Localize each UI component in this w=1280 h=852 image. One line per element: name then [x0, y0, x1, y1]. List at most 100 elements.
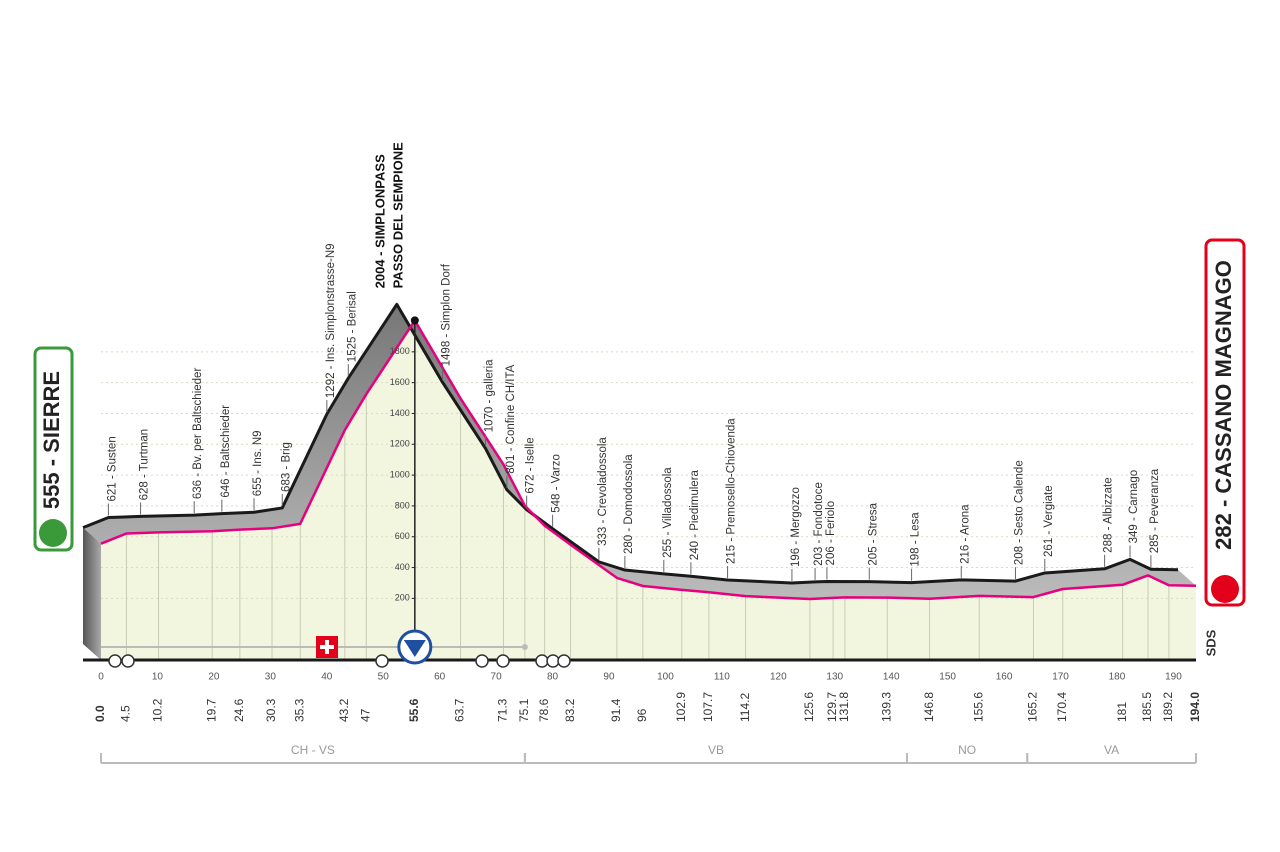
- km-label: 63.7: [453, 698, 467, 722]
- x-tick-label: 80: [547, 672, 559, 683]
- finish-badge: [1204, 238, 1246, 607]
- km-label: 181: [1115, 702, 1129, 722]
- x-tick-label: 180: [1109, 672, 1126, 683]
- km-label: 189.2: [1161, 692, 1175, 722]
- km-label: 43.2: [337, 698, 351, 722]
- waypoint-label: 205 - Stresa: [867, 502, 879, 565]
- summit-marker-arrow: [403, 640, 426, 657]
- finish-label: 282 - CASSANO MAGNAGO: [1211, 260, 1236, 550]
- y-tick-label: 1000: [390, 469, 410, 479]
- waypoint-label: 203 - Fondotoce: [813, 482, 825, 566]
- profile-wall: [83, 527, 101, 660]
- x-tick-label: 30: [265, 672, 277, 683]
- waypoint-label: 655 - Ins. N9: [252, 430, 264, 496]
- x-tick-label: 150: [939, 672, 956, 683]
- x-tick-label: 140: [883, 672, 900, 683]
- waypoint-label: 240 - Piedimulera: [689, 469, 701, 560]
- x-tick-label: 20: [208, 672, 220, 683]
- waypoint-label: 548 - Varzo: [551, 454, 563, 513]
- waypoint-label: 628 - Turtman: [139, 429, 151, 501]
- waypoint-label: 1498 - Simplon Dorf: [441, 263, 453, 366]
- km-label: 155.6: [971, 692, 985, 722]
- km-label: 0.0: [93, 705, 107, 722]
- km-label: 129.7: [825, 692, 839, 722]
- km-label: 71.3: [496, 698, 510, 722]
- waypoint-label: 349 - Carnago: [1128, 470, 1140, 544]
- km-label: 91.4: [609, 698, 623, 722]
- waypoint-label: 801 - Confine CH/ITA: [505, 364, 517, 473]
- region-label: VB: [708, 743, 724, 757]
- waypoint-label: 216 - Arona: [959, 504, 971, 564]
- x-tick-label: 100: [657, 672, 674, 683]
- km-label: 146.8: [922, 692, 936, 722]
- summit-dot: [410, 316, 419, 325]
- tunnel-icon: [375, 654, 389, 668]
- waypoint-label: 198 - Lesa: [910, 512, 922, 567]
- km-label: 4.5: [119, 705, 133, 722]
- km-label: 125.6: [802, 692, 816, 722]
- y-tick-label: 400: [395, 562, 410, 572]
- km-label: 10.2: [151, 698, 165, 722]
- start-label: 555 - SIERRE: [39, 371, 64, 509]
- y-tick-label: 800: [395, 500, 410, 510]
- waypoint-label: 206 - Feriolo: [825, 501, 837, 566]
- y-tick-label: 200: [395, 593, 410, 603]
- waypoint-label: 261 - Vergiate: [1043, 485, 1055, 557]
- waypoint-label: 683 - Brig: [280, 442, 292, 492]
- y-tick-label: 1400: [390, 408, 410, 418]
- waypoint-label: 255 - Villadossola: [662, 467, 674, 558]
- y-tick-label: 1200: [390, 439, 410, 449]
- x-tick-label: 60: [434, 672, 446, 683]
- region-label: NO: [958, 743, 976, 757]
- waypoint-label: 285 - Peveranza: [1149, 468, 1161, 553]
- swiss-cross: [320, 640, 334, 654]
- km-label: 19.7: [204, 698, 218, 722]
- region-label: VA: [1104, 743, 1119, 757]
- start-icon: [39, 519, 67, 547]
- tunnel-icon: [121, 654, 135, 668]
- plot: 0 10 20 30 40 50 60 70 80 90 100 110 120 130 140 150 160…: [82, 142, 1202, 764]
- ground-fill: [101, 320, 1196, 660]
- waypoint-label: 215 - Premosello-Chiovenda: [726, 418, 738, 564]
- km-label: 114.2: [738, 693, 752, 722]
- km-label: 185.5: [1140, 692, 1154, 722]
- x-tick-label: 120: [770, 672, 787, 683]
- x-tick-label: 0: [98, 672, 104, 683]
- km-label: 131.8: [837, 692, 851, 722]
- waypoint-label: 1292 - Ins. Simplonstrasse-N9: [325, 243, 337, 398]
- tunnel-icon: [557, 654, 571, 668]
- tunnel-icon: [546, 654, 560, 668]
- profile-line: [100, 319, 1197, 601]
- waypoint-label: 646 - Baltschieder: [220, 405, 232, 498]
- x-tick-label: 170: [1052, 672, 1069, 683]
- logo: SDS: [1203, 629, 1218, 656]
- waypoint-label: 196 - Mergozzo: [790, 487, 802, 567]
- waypoint-label: 333 - Crevoladossola: [597, 437, 609, 546]
- km-label: 24.6: [232, 698, 246, 722]
- y-tick-label: 1600: [390, 377, 410, 387]
- km-label: 83.2: [563, 698, 577, 722]
- finish-icon: [1211, 575, 1239, 603]
- km-label: 78.6: [537, 698, 551, 722]
- x-tick-label: 70: [491, 672, 503, 683]
- profile-band: [83, 304, 1196, 599]
- waypoint-label: 1070 - galleria: [483, 359, 495, 432]
- region-label: CH - VS: [291, 743, 335, 757]
- x-tick-label: 10: [152, 672, 164, 683]
- km-label: 102.9: [674, 692, 688, 722]
- x-tick-label: 90: [603, 672, 615, 683]
- x-tick-label: 40: [321, 672, 333, 683]
- tunnel-icon: [535, 654, 549, 668]
- km-label: 107.7: [701, 692, 715, 722]
- km-label: 165.2: [1026, 692, 1040, 722]
- waypoint-label: 208 - Sesto Calende: [1013, 460, 1025, 565]
- summit-label: PASSO DEL SEMPIONE: [390, 142, 405, 288]
- waypoint-label: 672 - Iselle: [525, 437, 537, 493]
- x-tick-label: 50: [378, 672, 390, 683]
- km-label: 30.3: [264, 698, 278, 722]
- profile-edge: [82, 302, 1179, 585]
- km-label: 75.1: [517, 698, 531, 722]
- x-tick-label: 190: [1165, 672, 1182, 683]
